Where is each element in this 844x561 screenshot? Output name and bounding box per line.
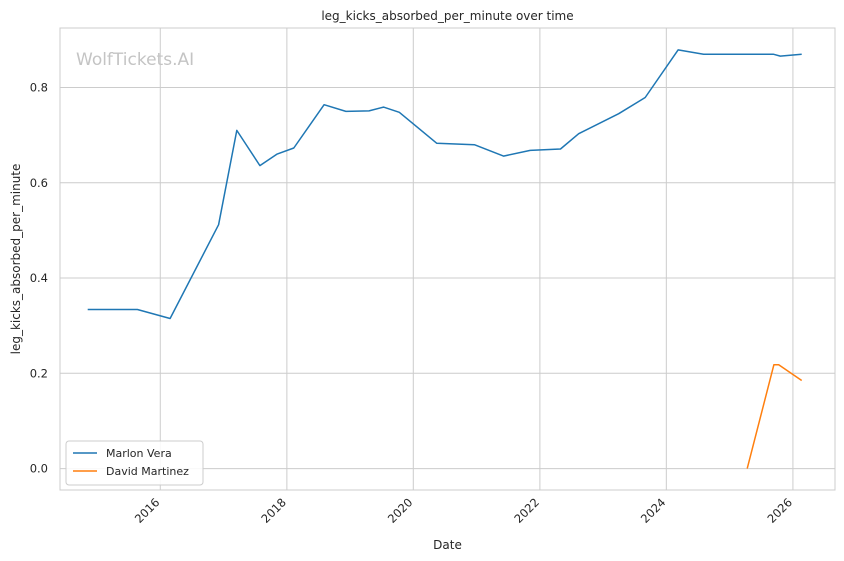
legend-box (65, 440, 204, 486)
y-axis-label: leg_kicks_absorbed_per_minute (9, 164, 23, 355)
y-tick-labels: 0.0 0.2 0.4 0.6 0.8 (30, 81, 48, 476)
plot-frame (59, 27, 836, 491)
x-tick-labels: 2016 2018 2020 2022 2024 2026 (132, 495, 795, 526)
y-tick-label: 0.8 (30, 81, 48, 95)
series-lines (87, 49, 803, 469)
x-tick-label: 2016 (132, 495, 163, 526)
x-axis-label: Date (433, 538, 462, 552)
x-tick-label: 2022 (511, 495, 542, 526)
x-tick-label: 2026 (764, 495, 795, 526)
y-tick-label: 0.4 (30, 271, 48, 285)
watermark: WolfTickets.AI (76, 50, 194, 70)
series-line-marlon-vera (87, 49, 802, 320)
legend-label-david-martinez: David Martinez (106, 465, 189, 478)
chart-title: leg_kicks_absorbed_per_minute over time (321, 9, 573, 23)
legend: Marlon Vera David Martinez (65, 440, 204, 486)
x-tick-label: 2018 (258, 495, 289, 526)
y-tick-label: 0.6 (30, 176, 48, 190)
series-line-david-martinez (746, 363, 803, 469)
plot-background (60, 28, 835, 490)
x-tick-label: 2024 (638, 495, 669, 526)
legend-label-marlon-vera: Marlon Vera (106, 447, 172, 460)
x-tick-label: 2020 (385, 495, 416, 526)
y-tick-label: 0.0 (30, 462, 48, 476)
y-tick-label: 0.2 (30, 366, 48, 380)
